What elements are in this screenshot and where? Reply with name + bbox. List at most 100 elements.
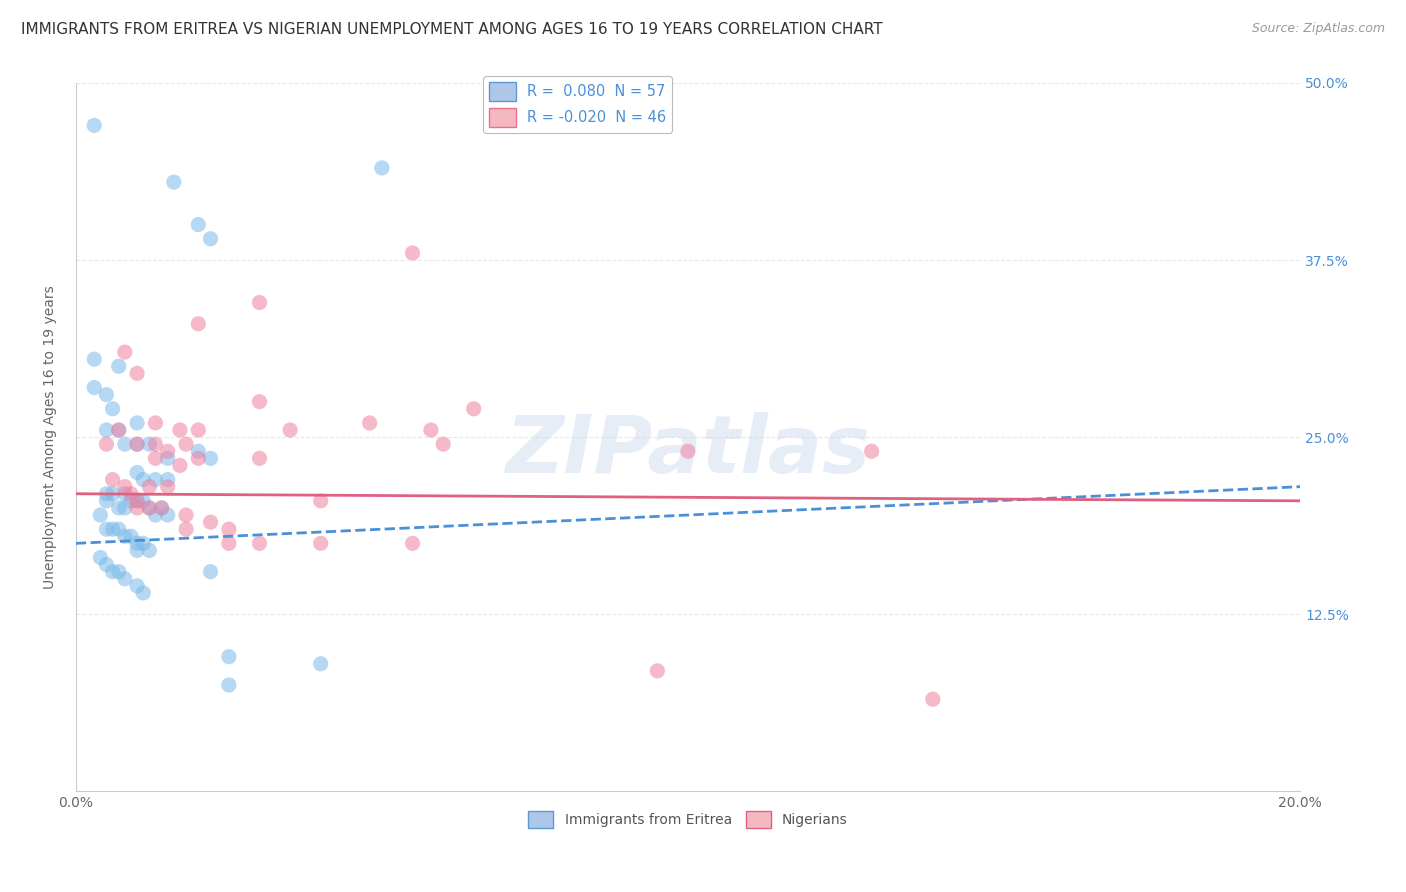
Point: [163, 175, 186, 189]
Point: [132, 586, 155, 600]
Point: [156, 508, 179, 522]
Point: [249, 451, 271, 466]
Point: [174, 437, 197, 451]
Point: [463, 401, 485, 416]
Y-axis label: Unemployment Among Ages 16 to 19 years: Unemployment Among Ages 16 to 19 years: [44, 285, 58, 589]
Point: [187, 218, 209, 232]
Point: [114, 345, 136, 359]
Point: [156, 451, 179, 466]
Point: [145, 508, 167, 522]
Point: [309, 657, 332, 671]
Point: [249, 536, 271, 550]
Point: [107, 522, 129, 536]
Point: [96, 487, 118, 501]
Point: [114, 437, 136, 451]
Point: [200, 232, 222, 246]
Point: [125, 416, 148, 430]
Point: [187, 444, 209, 458]
Point: [138, 500, 160, 515]
Legend: Immigrants from Eritrea, Nigerians: Immigrants from Eritrea, Nigerians: [523, 805, 853, 834]
Point: [132, 473, 155, 487]
Point: [96, 387, 118, 401]
Point: [218, 649, 240, 664]
Point: [150, 500, 173, 515]
Point: [89, 550, 111, 565]
Point: [278, 423, 301, 437]
Point: [125, 500, 148, 515]
Point: [83, 380, 105, 394]
Point: [156, 480, 179, 494]
Point: [125, 437, 148, 451]
Point: [83, 119, 105, 133]
Point: [156, 444, 179, 458]
Point: [114, 572, 136, 586]
Point: [218, 536, 240, 550]
Point: [125, 543, 148, 558]
Point: [107, 565, 129, 579]
Point: [200, 451, 222, 466]
Point: [83, 352, 105, 367]
Point: [138, 543, 160, 558]
Point: [96, 493, 118, 508]
Point: [371, 161, 394, 175]
Point: [107, 359, 129, 374]
Point: [860, 444, 883, 458]
Point: [96, 558, 118, 572]
Text: IMMIGRANTS FROM ERITREA VS NIGERIAN UNEMPLOYMENT AMONG AGES 16 TO 19 YEARS CORRE: IMMIGRANTS FROM ERITREA VS NIGERIAN UNEM…: [21, 22, 883, 37]
Point: [107, 423, 129, 437]
Point: [132, 493, 155, 508]
Point: [359, 416, 381, 430]
Point: [174, 508, 197, 522]
Text: Source: ZipAtlas.com: Source: ZipAtlas.com: [1251, 22, 1385, 36]
Point: [249, 295, 271, 310]
Point: [101, 522, 124, 536]
Point: [419, 423, 441, 437]
Point: [249, 394, 271, 409]
Point: [138, 480, 160, 494]
Point: [125, 437, 148, 451]
Point: [125, 579, 148, 593]
Point: [107, 500, 129, 515]
Point: [125, 367, 148, 381]
Point: [114, 480, 136, 494]
Point: [101, 473, 124, 487]
Point: [96, 522, 118, 536]
Point: [169, 423, 191, 437]
Point: [200, 565, 222, 579]
Point: [120, 487, 142, 501]
Point: [114, 487, 136, 501]
Point: [174, 522, 197, 536]
Point: [187, 423, 209, 437]
Point: [401, 246, 423, 260]
Point: [125, 493, 148, 508]
Point: [309, 536, 332, 550]
Point: [120, 529, 142, 543]
Text: ZIPatlas: ZIPatlas: [506, 412, 870, 491]
Point: [138, 437, 160, 451]
Point: [921, 692, 943, 706]
Point: [89, 508, 111, 522]
Point: [120, 493, 142, 508]
Point: [96, 423, 118, 437]
Point: [150, 500, 173, 515]
Point: [145, 416, 167, 430]
Point: [101, 401, 124, 416]
Point: [218, 678, 240, 692]
Point: [401, 536, 423, 550]
Point: [114, 500, 136, 515]
Point: [187, 451, 209, 466]
Point: [138, 500, 160, 515]
Point: [125, 493, 148, 508]
Point: [96, 437, 118, 451]
Point: [169, 458, 191, 473]
Point: [676, 444, 699, 458]
Point: [145, 437, 167, 451]
Point: [145, 473, 167, 487]
Point: [114, 529, 136, 543]
Point: [101, 487, 124, 501]
Point: [101, 565, 124, 579]
Point: [432, 437, 454, 451]
Point: [132, 536, 155, 550]
Point: [200, 515, 222, 529]
Point: [145, 451, 167, 466]
